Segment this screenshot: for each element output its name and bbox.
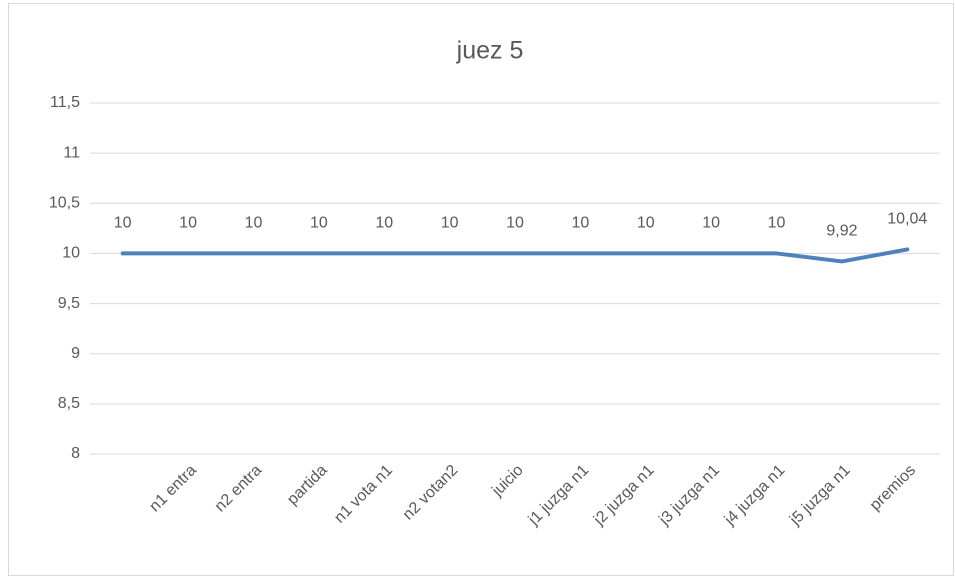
data-label: 10 — [768, 215, 786, 232]
data-label: 10 — [506, 215, 524, 232]
data-label: 10 — [179, 215, 197, 232]
chart-title: juez 5 — [456, 37, 524, 65]
y-tick-label: 9 — [71, 345, 80, 362]
y-tick-label: 8,5 — [58, 395, 80, 412]
data-label: 10 — [571, 215, 589, 232]
y-tick-label: 11,5 — [50, 94, 80, 111]
data-line — [120, 247, 910, 264]
data-label: 10 — [114, 215, 132, 232]
data-label: 10 — [702, 215, 720, 232]
y-tick-label: 10 — [62, 245, 80, 262]
y-tick-label: 8 — [71, 445, 80, 462]
y-tick-label: 11 — [63, 144, 80, 161]
y-tick-label: 9,5 — [58, 295, 80, 312]
data-label: 10 — [310, 215, 328, 232]
data-label: 10,04 — [887, 211, 927, 228]
data-label: 10 — [637, 215, 655, 232]
data-label: 10 — [245, 215, 263, 232]
data-label: 10 — [441, 215, 459, 232]
y-tick-label: 10,5 — [49, 195, 80, 212]
chart-border — [8, 3, 954, 576]
data-label: 10 — [375, 215, 393, 232]
data-label: 9,92 — [826, 223, 857, 240]
